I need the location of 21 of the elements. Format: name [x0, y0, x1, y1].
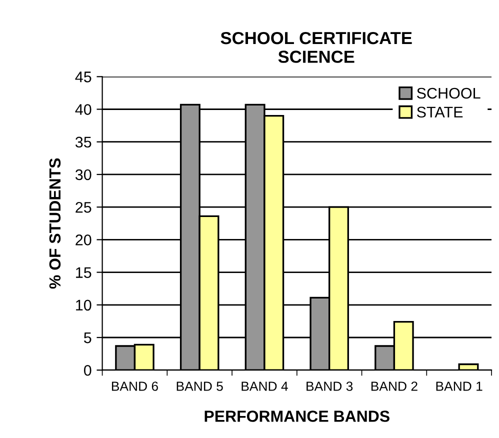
- x-tick-label: BAND 1: [436, 382, 482, 391]
- y-tick-label: 45: [75, 72, 92, 82]
- x-tick-label: BAND 4: [242, 382, 288, 391]
- y-tick-label: 25: [76, 202, 92, 213]
- y-tick-label: 20: [76, 234, 92, 246]
- x-tick-label: BAND 3: [306, 382, 353, 391]
- y-tick-label: 5: [84, 332, 92, 344]
- legend-label: STATE: [416, 106, 463, 118]
- y-tick-label: 0: [84, 364, 92, 376]
- y-tick-label: 35: [75, 136, 92, 148]
- legend-label: SCHOOL: [416, 88, 480, 99]
- y-axis-title: % OF STUDENTS: [49, 158, 61, 289]
- y-tick-label: 30: [75, 169, 92, 180]
- x-axis-title: PERFORMANCE BANDS: [204, 410, 390, 422]
- chart-title: SCHOOL CERTIFICATE SCIENCE: [220, 32, 412, 63]
- y-tick-label: 40: [75, 104, 92, 115]
- y-tick-label: 15: [76, 267, 92, 278]
- x-tick-label: BAND 5: [176, 382, 223, 391]
- x-tick-label: BAND 2: [371, 382, 418, 391]
- x-tick-label: BAND 6: [112, 382, 158, 391]
- y-tick-label: 10: [76, 300, 92, 311]
